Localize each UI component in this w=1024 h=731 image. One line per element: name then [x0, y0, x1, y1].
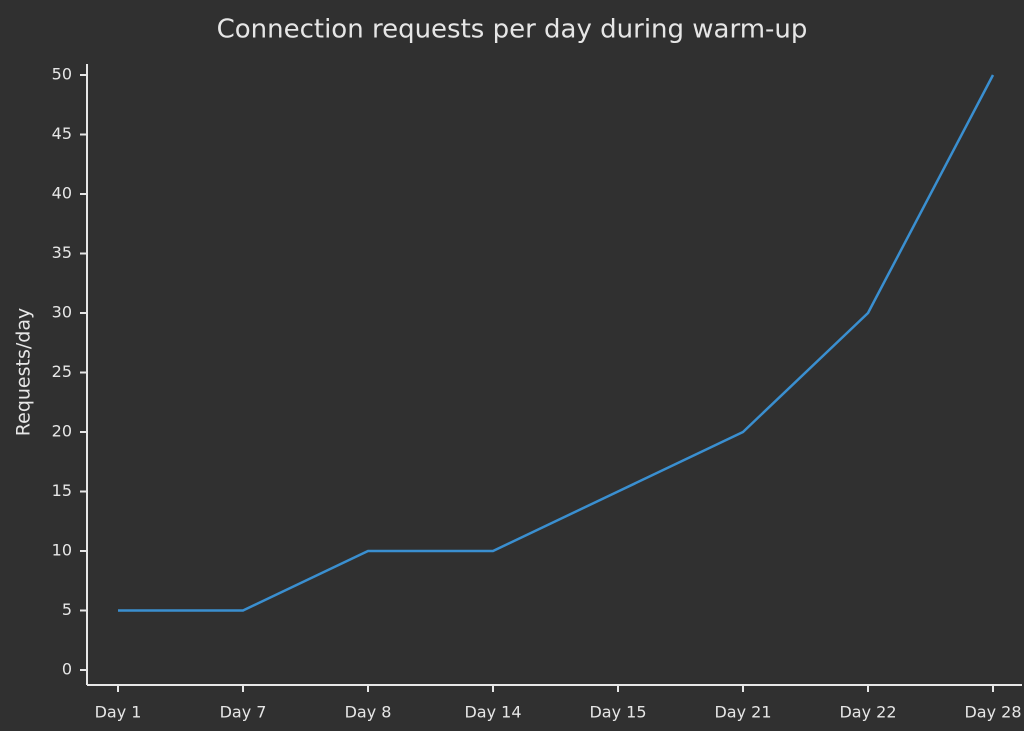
chart-title: Connection requests per day during warm-…	[217, 15, 808, 45]
x-tick-label: Day 22	[839, 703, 896, 722]
y-tick-label: 35	[52, 243, 72, 262]
y-tick-label: 50	[52, 65, 72, 84]
x-tick-label: Day 14	[464, 703, 521, 722]
data-line	[118, 74, 995, 612]
y-tick-label: 5	[62, 600, 72, 619]
y-tick-label: 45	[52, 124, 72, 143]
x-tick-label: Day 21	[714, 703, 771, 722]
x-tick-label: Day 8	[345, 703, 392, 722]
y-tick-label: 25	[52, 362, 72, 381]
x-tick-label: Day 15	[589, 703, 646, 722]
y-tick-label: 0	[62, 660, 72, 679]
y-tick-label: 40	[52, 184, 72, 203]
y-tick-label: 10	[52, 541, 72, 560]
y-tick-label: 20	[52, 422, 72, 441]
x-tick-label: Day 28	[964, 703, 1021, 722]
y-tick-label: 15	[52, 481, 72, 500]
y-axis-title: Requests/day	[13, 308, 35, 436]
y-tick-label: 30	[52, 303, 72, 322]
x-tick-label: Day 1	[95, 703, 142, 722]
x-tick-label: Day 7	[220, 703, 267, 722]
